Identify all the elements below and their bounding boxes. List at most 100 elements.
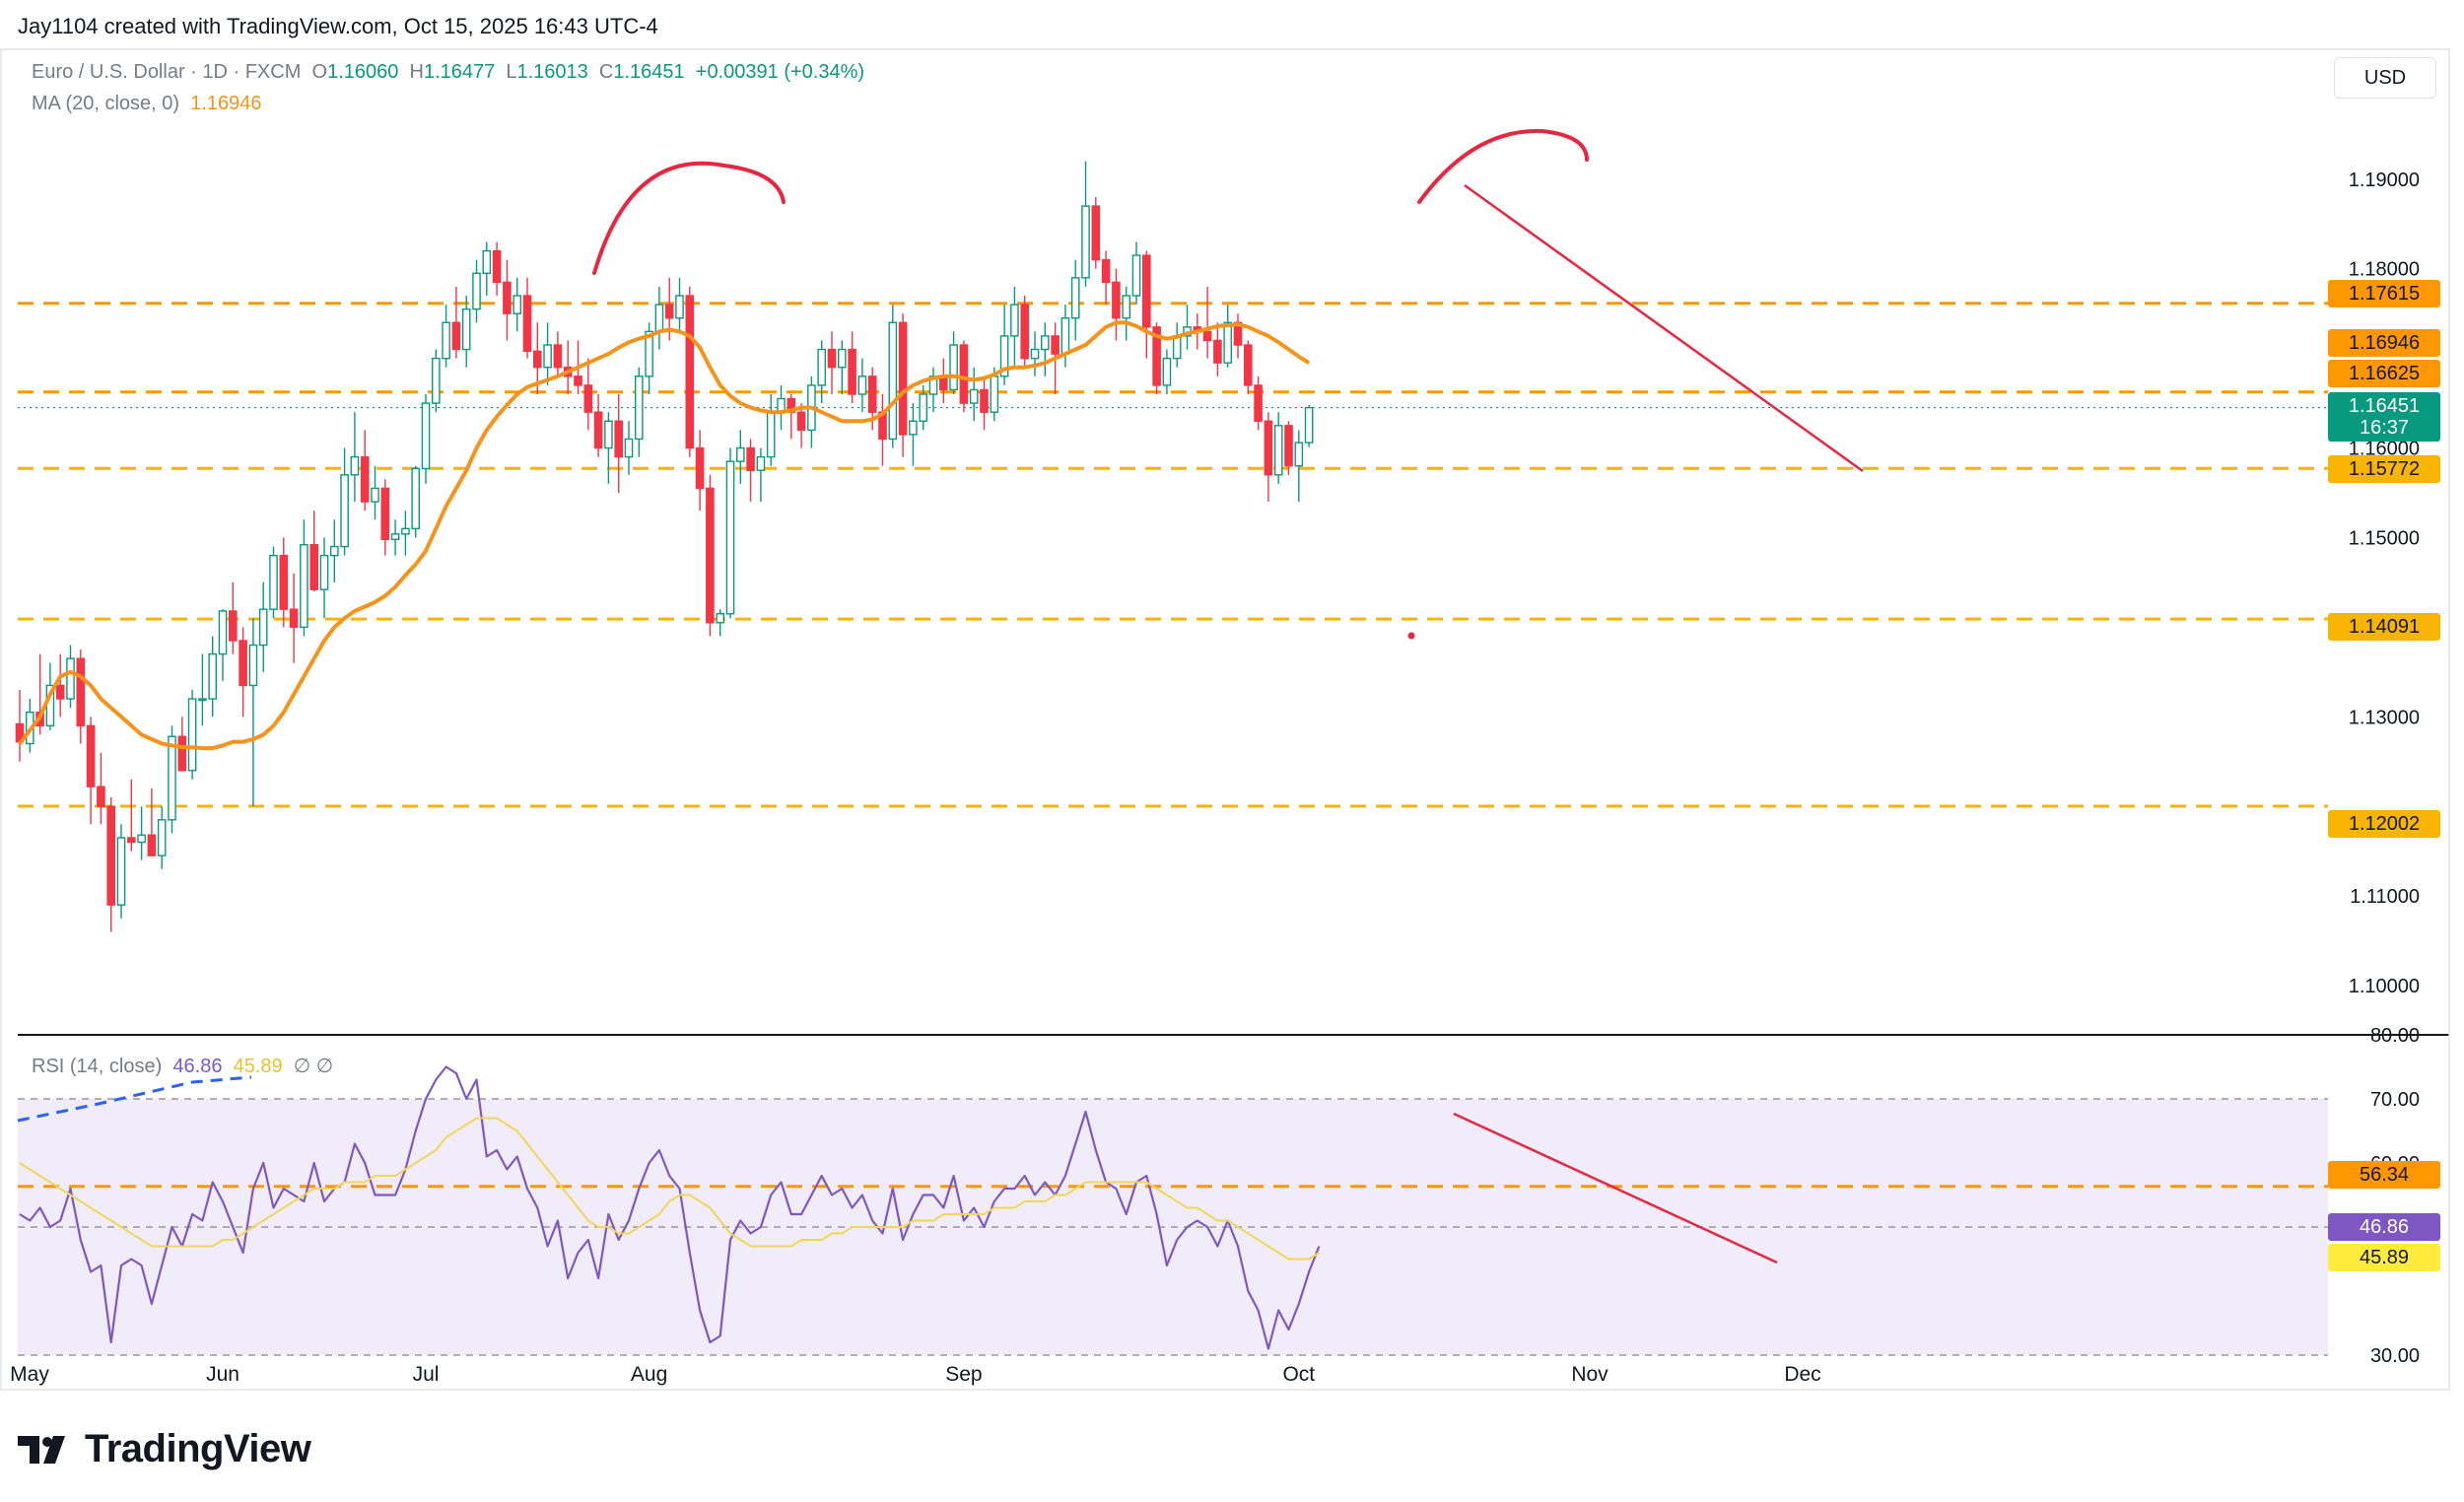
candle-body	[888, 321, 898, 441]
price-tag-level-1: 1.17615	[2328, 280, 2440, 307]
rsi-tag-value: 46.86	[2328, 1213, 2440, 1241]
price-tag-ma: 1.16946	[2328, 329, 2440, 357]
price-tag-level-5: 1.12002	[2328, 810, 2440, 838]
drawing-arc-right	[1417, 128, 1589, 204]
price-axis-tick: 1.10000	[2349, 976, 2420, 997]
candle	[675, 277, 684, 332]
candle	[1273, 412, 1283, 484]
candle	[97, 752, 105, 825]
candle-body	[411, 467, 421, 530]
price-axis-tick: 1.13000	[2349, 707, 2420, 728]
candle-body	[1040, 335, 1050, 351]
candle	[279, 537, 289, 628]
candle	[126, 779, 136, 852]
rsi-tag-level: 56.34	[2328, 1161, 2440, 1189]
ma-value: 1.16946	[190, 93, 262, 114]
candle	[1304, 404, 1314, 447]
candle	[86, 717, 96, 825]
candle	[999, 305, 1009, 385]
candle-body	[319, 554, 329, 590]
candle	[593, 394, 603, 457]
candle-body	[919, 393, 927, 422]
bar-countdown: 16:37	[2359, 417, 2410, 439]
chart-canvas[interactable]: 1.19000 1.18000 1.16000 1.15000 1.13000 1.110…	[0, 0, 2464, 1419]
candle-body	[451, 321, 461, 351]
candle-body	[248, 644, 258, 687]
candle-body	[949, 344, 958, 391]
candle	[1213, 322, 1222, 376]
candle	[736, 430, 745, 484]
candle-body	[371, 487, 379, 503]
candle-body	[1243, 344, 1253, 386]
candle-body	[553, 344, 563, 369]
candle-body	[1101, 258, 1111, 284]
candle-body	[1202, 330, 1212, 342]
candle-body	[959, 344, 969, 404]
close-value: 1.16451	[613, 61, 685, 83]
time-axis-tick: May	[10, 1363, 49, 1386]
symbol-legend[interactable]: Euro / U.S. Dollar · 1D · FXCM O1.16060 …	[32, 61, 864, 84]
high-value: 1.16477	[423, 61, 496, 83]
current-price: 1.16451	[2348, 395, 2421, 417]
candle	[1294, 430, 1304, 503]
candle	[350, 412, 360, 503]
candle-body	[330, 545, 339, 557]
candle-body	[187, 698, 197, 772]
candle-body	[1213, 339, 1222, 364]
candle	[248, 618, 258, 807]
candle-body	[513, 295, 521, 314]
candle	[451, 286, 461, 359]
candle	[1091, 197, 1101, 269]
candle	[543, 322, 552, 385]
candle	[1081, 161, 1090, 287]
rsi-legend[interactable]: RSI (14, close) 46.86 45.89 ∅ ∅	[32, 1054, 333, 1078]
candle-body	[157, 819, 167, 856]
candle	[401, 511, 410, 556]
candle	[330, 519, 339, 582]
currency-button[interactable]: USD	[2334, 57, 2436, 99]
candle-body	[1254, 384, 1263, 422]
candle	[909, 403, 918, 466]
candle-body	[482, 249, 492, 274]
candle-body	[695, 446, 705, 490]
ma-label: MA (20, close, 0)	[32, 93, 180, 114]
open-value: 1.16060	[327, 61, 399, 83]
candle-body	[817, 348, 826, 386]
tradingview-logo[interactable]: TradingView	[18, 1427, 311, 1471]
candle	[857, 358, 867, 413]
candle	[796, 403, 806, 448]
candle	[949, 331, 958, 394]
candle	[55, 653, 65, 717]
rsi-axis-tick: 80.00	[2370, 1025, 2420, 1047]
candle	[1122, 286, 1130, 341]
drawing-dot	[1407, 632, 1415, 640]
candle-body	[980, 388, 989, 413]
price-tag-current: 1.16451 16:37	[2328, 392, 2440, 442]
candle-body	[360, 455, 370, 503]
candle	[411, 465, 421, 538]
candle-body	[725, 460, 735, 615]
candle	[1040, 322, 1050, 376]
candle-body	[1122, 295, 1130, 319]
candle	[919, 384, 927, 431]
candle	[208, 636, 218, 717]
candle-body	[503, 281, 512, 314]
price-axis-tick: 1.16000	[2349, 439, 2420, 460]
candle-body	[543, 344, 552, 369]
candle-body	[126, 837, 136, 844]
candle-body	[645, 330, 653, 377]
candle	[269, 546, 278, 619]
candle-body	[1081, 205, 1090, 279]
candle-body	[522, 295, 532, 353]
high-label: H	[409, 61, 424, 83]
candle-body	[401, 527, 410, 535]
price-tag-level-4: 1.14091	[2328, 613, 2440, 641]
rsi-value: 46.86	[172, 1056, 223, 1077]
candle-body	[1294, 442, 1304, 467]
candle	[472, 259, 481, 323]
time-axis-tick: Jul	[413, 1363, 440, 1386]
candle-body	[1030, 348, 1040, 360]
ma-legend[interactable]: MA (20, close, 0) 1.16946	[32, 93, 261, 115]
candle-body	[239, 640, 247, 687]
candle-body	[258, 608, 268, 647]
